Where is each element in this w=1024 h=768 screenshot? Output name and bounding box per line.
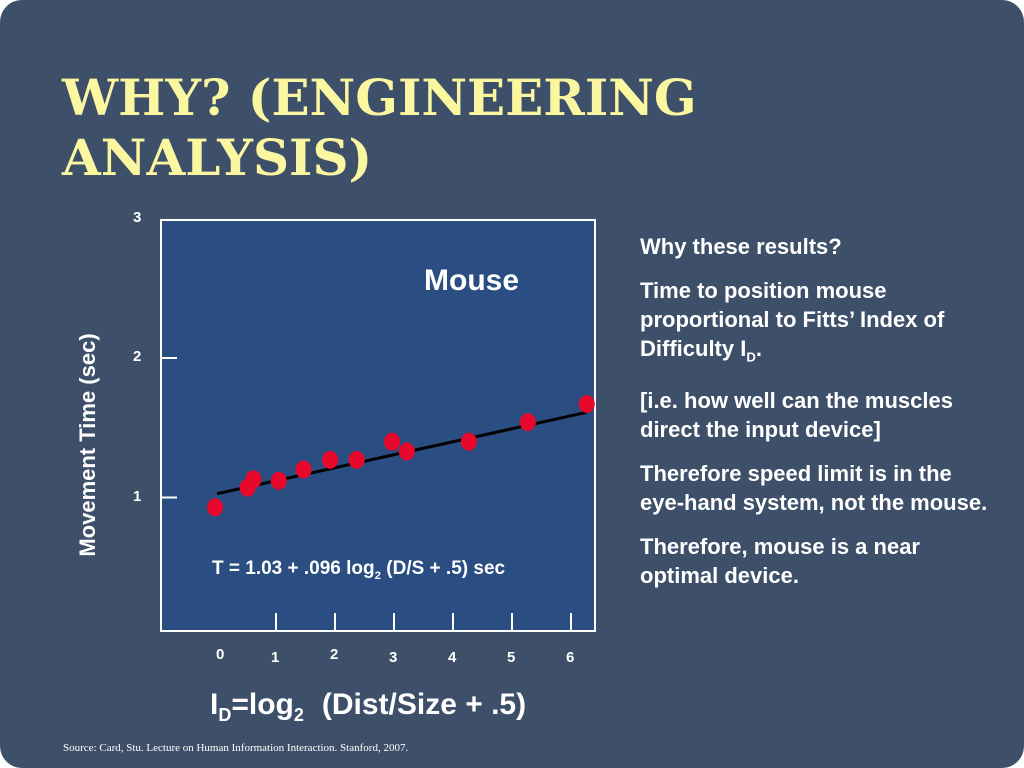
notes-p1-end: . <box>756 336 762 361</box>
notes-question: Why these results? <box>640 232 1000 261</box>
notes-paragraph-3: Therefore speed limit is in the eye-hand… <box>640 459 1000 517</box>
x-tick-label: 5 <box>507 649 515 666</box>
data-point <box>296 461 312 479</box>
xlabel-tail: (Dist/Size + .5) <box>322 688 526 721</box>
x-tick-label: 6 <box>566 649 574 666</box>
notes-p1-main: Time to position mouse proportional to F… <box>640 278 944 361</box>
y-tick-label: 1 <box>133 488 141 505</box>
series-label: Mouse <box>424 264 519 298</box>
data-point <box>271 472 287 490</box>
x-tick-label: 1 <box>271 649 279 666</box>
xlabel-lead-sub: D <box>218 705 231 725</box>
data-point <box>461 433 477 451</box>
xlabel-mid: =log <box>231 688 294 721</box>
equation-lead: T = 1.03 + .096 log <box>212 558 375 579</box>
x-tick-label: 4 <box>448 649 456 666</box>
y-tick-label: 2 <box>133 348 141 365</box>
xlabel-mid-sub: 2 <box>294 705 304 725</box>
notes-paragraph-4: Therefore, mouse is a near optimal devic… <box>640 532 1000 590</box>
x-axis-label: ID=log2 (Dist/Size + .5) <box>210 688 526 726</box>
data-point <box>349 451 365 469</box>
data-point <box>384 433 400 451</box>
data-point <box>322 451 338 469</box>
fit-equation: T = 1.03 + .096 log2 (D/S + .5) sec <box>212 558 505 582</box>
data-point <box>399 442 415 460</box>
data-point <box>207 498 223 516</box>
equation-tail: (D/S + .5) sec <box>381 558 505 579</box>
data-point <box>579 395 595 413</box>
source-citation: Source: Card, Stu. Lecture on Human Info… <box>63 742 408 754</box>
x-tick-label: 0 <box>216 646 224 663</box>
notes-paragraph-2: [i.e. how well can the muscles direct th… <box>640 386 1000 444</box>
data-point <box>245 470 261 488</box>
data-point <box>520 413 536 431</box>
x-tick-label: 3 <box>389 649 397 666</box>
notes-panel: Why these results? Time to position mous… <box>640 232 1000 605</box>
y-tick-label: 3 <box>133 209 141 226</box>
notes-paragraph-1: Time to position mouse proportional to F… <box>640 276 1000 371</box>
x-tick-label: 2 <box>330 646 338 663</box>
y-axis-label-text: Movement Time (sec) <box>75 333 101 556</box>
notes-p1-sub: D <box>746 349 756 364</box>
